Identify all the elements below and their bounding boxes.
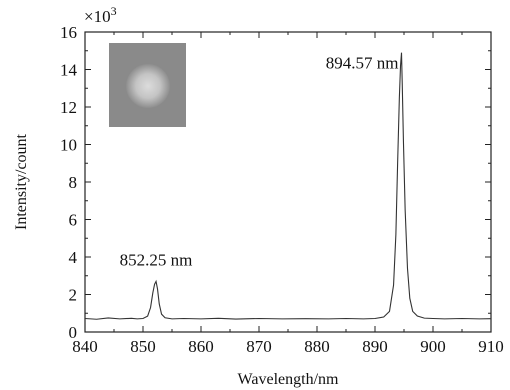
y-multiplier-base: ×10: [84, 7, 111, 26]
x-tick-label: 850: [130, 337, 156, 356]
y-tick-label: 0: [69, 323, 78, 342]
inset-spot: [126, 64, 170, 108]
peak-annotation: 894.57 nm: [326, 54, 399, 73]
x-tick-label: 870: [246, 337, 272, 356]
y-tick-label: 10: [60, 136, 77, 155]
y-tick-label: 8: [69, 173, 78, 192]
inset-image: [109, 43, 186, 127]
x-axis-title: Wavelength/nm: [238, 371, 339, 388]
x-tick-label: 860: [188, 337, 214, 356]
series-line: [84, 52, 492, 320]
y-tick-label: 14: [60, 61, 78, 80]
y-tick-label: 2: [69, 286, 78, 305]
y-tick-label: 16: [60, 23, 77, 42]
y-multiplier-exponent: 3: [111, 4, 117, 18]
y-tick-label: 6: [69, 211, 78, 230]
y-multiplier: ×103: [84, 4, 117, 26]
peak-annotation: 852.25 nm: [120, 250, 193, 269]
ticks-layer: [84, 31, 492, 333]
annotations-layer: 852.25 nm 894.57 nm: [120, 54, 399, 270]
x-tick-label: 890: [362, 337, 388, 356]
y-tick-label: 4: [69, 248, 78, 267]
y-axis-title: Intensity/count: [13, 133, 30, 230]
x-tick-label: 910: [478, 337, 504, 356]
x-tick-label: 880: [304, 337, 330, 356]
x-tick-label: 840: [72, 337, 98, 356]
tick-labels-layer: 840 850 860 870 880 890 900 910 0 2 4 6 8 10 12 14 16: [60, 23, 504, 356]
y-tick-label: 12: [60, 98, 77, 117]
x-tick-label: 900: [420, 337, 446, 356]
